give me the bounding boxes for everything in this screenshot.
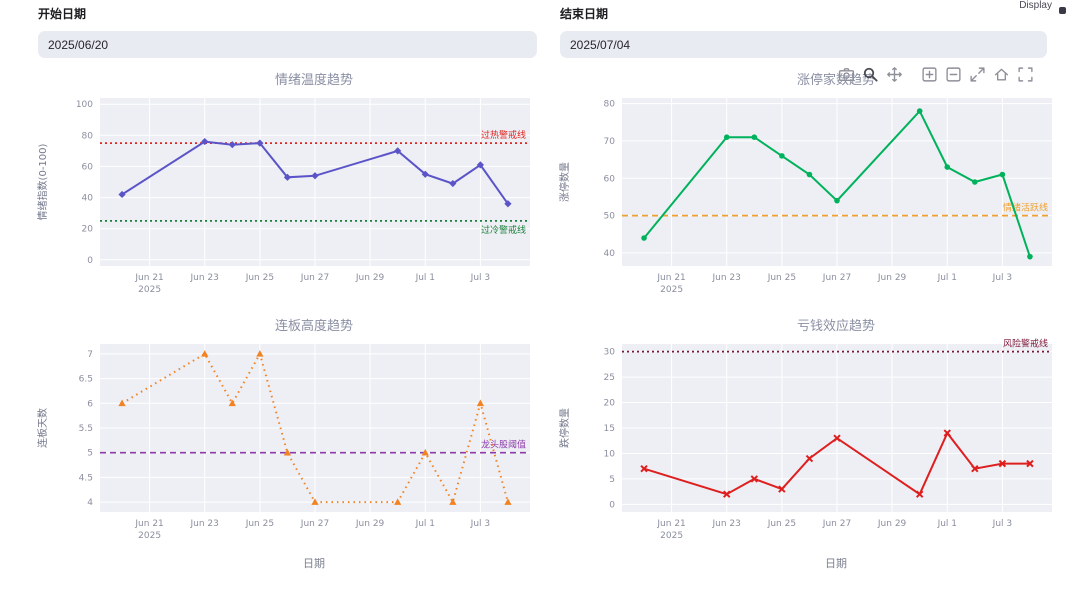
svg-text:15: 15: [604, 424, 615, 434]
svg-text:Jul 3: Jul 3: [992, 519, 1012, 529]
svg-text:Jun 21: Jun 21: [134, 519, 163, 529]
svg-text:70: 70: [604, 137, 616, 147]
svg-text:Jun 25: Jun 25: [767, 273, 796, 283]
svg-text:6: 6: [87, 399, 93, 409]
panel-consecutive-board-height: 连板高度趋势 4 4.5 5 5.5 6 6.5 7 Jun 21 2025 Jun 23 Jun …: [30, 316, 542, 582]
svg-text:2025: 2025: [138, 531, 161, 541]
svg-text:20: 20: [82, 225, 94, 235]
svg-text:60: 60: [604, 174, 616, 184]
chart-title: 情绪温度趋势: [274, 72, 353, 87]
svg-text:5: 5: [609, 475, 615, 485]
svg-text:跌停数量: 跌停数量: [558, 408, 571, 448]
svg-text:Jun 21: Jun 21: [656, 273, 685, 283]
svg-text:Jul 3: Jul 3: [470, 519, 490, 529]
start-date-input[interactable]: [38, 31, 537, 58]
svg-text:10: 10: [604, 450, 616, 460]
svg-text:Jul 3: Jul 3: [992, 273, 1012, 283]
svg-text:100: 100: [76, 100, 93, 110]
svg-text:25: 25: [604, 373, 615, 383]
svg-text:Jul 1: Jul 1: [415, 519, 435, 529]
autoscale-icon[interactable]: [969, 66, 986, 83]
svg-text:龙头股阈值: 龙头股阈值: [481, 439, 526, 451]
svg-text:Jun 29: Jun 29: [355, 273, 385, 283]
chart-title: 涨停家数趋势: [796, 72, 875, 87]
svg-text:40: 40: [82, 194, 94, 204]
svg-text:30: 30: [604, 348, 616, 358]
plotly-modebar: [838, 66, 1034, 83]
panel-losing-effect: 亏钱效应趋势 0 5 10 15 20 25 30 Jun 21 2025 Jun 23 Jun 2…: [552, 316, 1064, 582]
svg-text:4: 4: [87, 498, 93, 508]
display-label: Display: [1019, 0, 1052, 11]
svg-text:过冷警戒线: 过冷警戒线: [481, 224, 526, 236]
svg-text:Jun 23: Jun 23: [190, 273, 219, 283]
svg-text:40: 40: [604, 249, 616, 259]
svg-text:Jul 1: Jul 1: [415, 273, 435, 283]
svg-text:情绪活跃线: 情绪活跃线: [1003, 202, 1048, 214]
svg-text:连板天数: 连板天数: [36, 408, 49, 448]
x-axis-title: 日期: [303, 558, 325, 570]
chart-plot-area-sentiment[interactable]: 0 20 40 60 80 100 Jun 21 2025 Jun 23 Jun 25 Jun 27…: [30, 90, 542, 308]
svg-text:5: 5: [87, 449, 93, 459]
svg-text:60: 60: [82, 162, 94, 172]
svg-text:Jun 21: Jun 21: [134, 273, 163, 283]
svg-text:Jun 25: Jun 25: [245, 273, 274, 283]
svg-text:20: 20: [604, 399, 616, 409]
camera-icon[interactable]: [838, 66, 855, 83]
end-date-label: 结束日期: [560, 7, 609, 21]
svg-text:4.5: 4.5: [79, 473, 93, 483]
chart-title: 亏钱效应趋势: [796, 318, 875, 333]
svg-text:5.5: 5.5: [79, 424, 93, 434]
zoom-in-icon[interactable]: [921, 66, 938, 83]
svg-text:Jun 27: Jun 27: [822, 519, 851, 529]
panel-limit-up-count: 涨停家数趋势 40 50 60 70 80 Jun 21 2025 Jun 23 Jun 25 J…: [552, 70, 1064, 314]
svg-text:Jun 29: Jun 29: [877, 519, 907, 529]
zoom-icon[interactable]: [862, 66, 879, 83]
chart-title: 连板高度趋势: [274, 318, 353, 333]
svg-text:50: 50: [604, 212, 616, 222]
zoom-out-icon[interactable]: [945, 66, 962, 83]
svg-text:涨停数量: 涨停数量: [558, 162, 571, 202]
svg-text:2025: 2025: [138, 285, 161, 295]
svg-text:Jun 27: Jun 27: [300, 273, 329, 283]
svg-text:0: 0: [87, 256, 93, 266]
svg-text:Jun 29: Jun 29: [355, 519, 385, 529]
svg-text:80: 80: [604, 100, 616, 110]
reset-axes-icon[interactable]: [993, 66, 1010, 83]
svg-text:Jun 23: Jun 23: [712, 273, 741, 283]
end-date-input[interactable]: [560, 31, 1047, 58]
svg-text:Jun 21: Jun 21: [656, 519, 685, 529]
svg-text:Jul 3: Jul 3: [470, 273, 490, 283]
fullscreen-icon[interactable]: [1017, 66, 1034, 83]
svg-text:过热警戒线: 过热警戒线: [481, 129, 526, 141]
chart-plot-area-limit-up[interactable]: 40 50 60 70 80 Jun 21 2025 Jun 23 Jun 25 Jun 27 Ju…: [552, 90, 1064, 308]
svg-text:2025: 2025: [660, 531, 683, 541]
svg-text:情绪指数(0-100): 情绪指数(0-100): [36, 143, 49, 220]
svg-text:Jun 23: Jun 23: [190, 519, 219, 529]
svg-text:Jun 23: Jun 23: [712, 519, 741, 529]
svg-text:Jun 27: Jun 27: [822, 273, 851, 283]
svg-text:风险警戒线: 风险警戒线: [1003, 338, 1048, 350]
svg-text:7: 7: [87, 350, 93, 360]
end-date-field: 结束日期: [560, 5, 1047, 58]
svg-text:0: 0: [609, 500, 615, 510]
svg-text:6.5: 6.5: [79, 375, 93, 385]
svg-text:Jul 1: Jul 1: [937, 519, 957, 529]
svg-text:Jun 29: Jun 29: [877, 273, 907, 283]
pan-icon[interactable]: [886, 66, 903, 83]
svg-text:80: 80: [82, 131, 94, 141]
svg-text:Jun 27: Jun 27: [300, 519, 329, 529]
corner-icon: [1059, 7, 1066, 14]
svg-text:Jun 25: Jun 25: [767, 519, 796, 529]
svg-text:Jul 1: Jul 1: [937, 273, 957, 283]
x-axis-title: 日期: [825, 558, 847, 570]
display-control[interactable]: Display: [1019, 0, 1066, 14]
start-date-label: 开始日期: [38, 7, 87, 21]
panel-sentiment-temperature: 情绪温度趋势 0 20 40 60 80 100 Jun 21 2025 Jun 23 Jun 2…: [30, 70, 542, 314]
start-date-field: 开始日期: [38, 5, 537, 58]
svg-text:Jun 25: Jun 25: [245, 519, 274, 529]
chart-plot-area-board-height[interactable]: 4 4.5 5 5.5 6 6.5 7 Jun 21 2025 Jun 23 Jun 25 Jun 2…: [30, 336, 542, 554]
svg-text:2025: 2025: [660, 285, 683, 295]
